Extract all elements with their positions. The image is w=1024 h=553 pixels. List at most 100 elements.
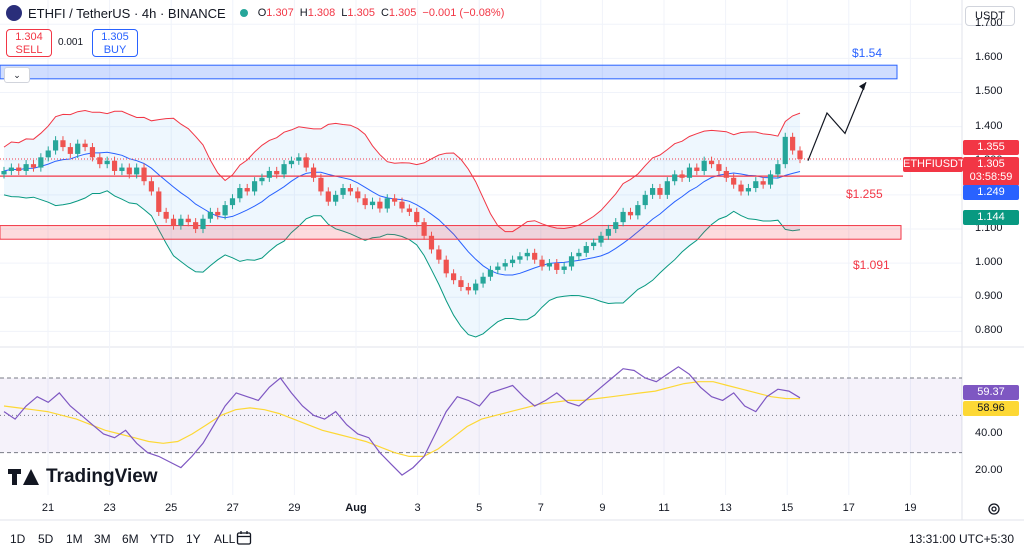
candle-body bbox=[310, 167, 317, 178]
candle-body bbox=[384, 198, 390, 209]
axis-settings-icon[interactable] bbox=[987, 502, 1001, 516]
bb-fill bbox=[4, 110, 800, 337]
candle-body bbox=[185, 218, 191, 223]
time-tick-label: 13 bbox=[719, 502, 732, 514]
candle-body bbox=[377, 201, 383, 209]
candle-body bbox=[347, 188, 354, 192]
candle-body bbox=[119, 167, 125, 171]
price-tick-label: 1.400 bbox=[975, 119, 1003, 132]
candle-body bbox=[303, 157, 309, 168]
candle-body bbox=[296, 157, 302, 161]
bb-basis-tag: 1.249 bbox=[963, 185, 1019, 200]
candle-body bbox=[1, 170, 7, 175]
buy-button[interactable]: 1.305 BUY bbox=[92, 29, 138, 57]
candle-body bbox=[281, 164, 287, 175]
last-price: 1.305 bbox=[977, 158, 1005, 170]
candle-body bbox=[797, 150, 803, 160]
timeframe-1m[interactable]: 1M bbox=[66, 532, 83, 546]
candle-body bbox=[716, 164, 722, 171]
timeframe-all[interactable]: ALL bbox=[214, 532, 236, 546]
candle-body bbox=[52, 140, 59, 151]
time-tick-label: 19 bbox=[904, 502, 917, 514]
timeframe-ytd[interactable]: YTD bbox=[150, 532, 174, 546]
rsi-tag: 59.37 bbox=[963, 385, 1019, 400]
bb-upper-line bbox=[3, 109, 801, 233]
candle-body bbox=[16, 167, 22, 171]
candle-body bbox=[760, 181, 766, 185]
ohlc-open: O1.307 bbox=[257, 7, 294, 19]
candle-body bbox=[45, 150, 51, 158]
candle-body bbox=[576, 252, 582, 257]
timeframe-3m[interactable]: 3M bbox=[94, 532, 111, 546]
sell-button[interactable]: 1.304 SELL bbox=[6, 29, 52, 57]
candle-body bbox=[568, 256, 575, 267]
ethfi-logo-icon bbox=[6, 5, 22, 21]
candle-body bbox=[605, 228, 611, 236]
candle-body bbox=[731, 177, 737, 185]
candle-body bbox=[517, 256, 523, 260]
time-tick-label: 27 bbox=[226, 502, 239, 514]
collapse-chevron-icon[interactable]: ⌄ bbox=[4, 67, 30, 83]
bb-upper-tag: 1.355 bbox=[963, 140, 1019, 155]
candle-body bbox=[657, 188, 663, 195]
rsi-tick-label: 40.00 bbox=[975, 427, 1003, 439]
candle-body bbox=[561, 266, 567, 270]
bollinger-bands bbox=[3, 109, 801, 338]
candle-body bbox=[480, 276, 486, 284]
last-price-tag: 1.305 03:58:59 bbox=[963, 157, 1019, 186]
candle-body bbox=[458, 280, 464, 287]
sell-label: SELL bbox=[15, 44, 43, 56]
candles bbox=[1, 132, 803, 295]
candle-body bbox=[745, 188, 752, 192]
timeframe-1d[interactable]: 1D bbox=[10, 532, 26, 546]
spread-value: 0.001 bbox=[58, 37, 84, 48]
candle-body bbox=[148, 181, 155, 192]
candle-body bbox=[38, 157, 44, 168]
candle-body bbox=[679, 174, 685, 178]
date-range-calendar-icon[interactable] bbox=[236, 530, 252, 546]
time-tick-label: 17 bbox=[842, 502, 855, 514]
candle-body bbox=[340, 188, 346, 195]
ohlc-low: L1.305 bbox=[341, 7, 375, 19]
clock-timezone[interactable]: 13:31:00 UTC+5:30 bbox=[908, 532, 1014, 546]
level-label-lower: $1.091 bbox=[853, 258, 890, 272]
currency-button[interactable]: USDT bbox=[965, 6, 1015, 26]
candle-body bbox=[782, 136, 788, 165]
candle-body bbox=[450, 273, 457, 281]
candle-body bbox=[333, 194, 339, 202]
time-tick-label: 23 bbox=[103, 502, 116, 514]
resistance-zone bbox=[0, 64, 898, 80]
candle-body bbox=[251, 181, 258, 192]
candle-body bbox=[288, 160, 295, 165]
candle-body bbox=[75, 143, 81, 154]
candle-body bbox=[443, 259, 449, 274]
symbol-tag: ETHFIUSDT bbox=[903, 157, 965, 172]
candle-body bbox=[89, 147, 96, 158]
price-tick-label: 0.900 bbox=[975, 290, 1003, 303]
sell-price: 1.304 bbox=[15, 31, 43, 43]
candle-body bbox=[775, 164, 781, 175]
candle-body bbox=[635, 205, 641, 216]
buy-price: 1.305 bbox=[101, 31, 129, 43]
candle-body bbox=[708, 160, 715, 165]
tradingview-logo[interactable]: TradingView bbox=[8, 466, 158, 488]
candle-body bbox=[487, 269, 494, 277]
rsi-ma-tag: 58.96 bbox=[963, 401, 1019, 416]
candle-body bbox=[318, 177, 324, 192]
candle-body bbox=[134, 167, 140, 175]
candle-body bbox=[222, 205, 228, 216]
ohlc-high: H1.308 bbox=[299, 7, 336, 19]
candle-body bbox=[502, 263, 508, 267]
candle-body bbox=[325, 191, 331, 202]
candle-body bbox=[421, 222, 427, 236]
timeframe-5d[interactable]: 5D bbox=[38, 532, 54, 546]
candle-body bbox=[170, 218, 177, 226]
candle-body bbox=[23, 164, 29, 171]
candle-body bbox=[591, 242, 597, 247]
candle-body bbox=[495, 266, 501, 270]
timeframe-1y[interactable]: 1Y bbox=[186, 532, 201, 546]
timeframe-6m[interactable]: 6M bbox=[122, 532, 139, 546]
time-tick-label: 11 bbox=[658, 502, 670, 514]
symbol-title[interactable]: ETHFI / TetherUS · 4h · BINANCE bbox=[28, 5, 226, 21]
